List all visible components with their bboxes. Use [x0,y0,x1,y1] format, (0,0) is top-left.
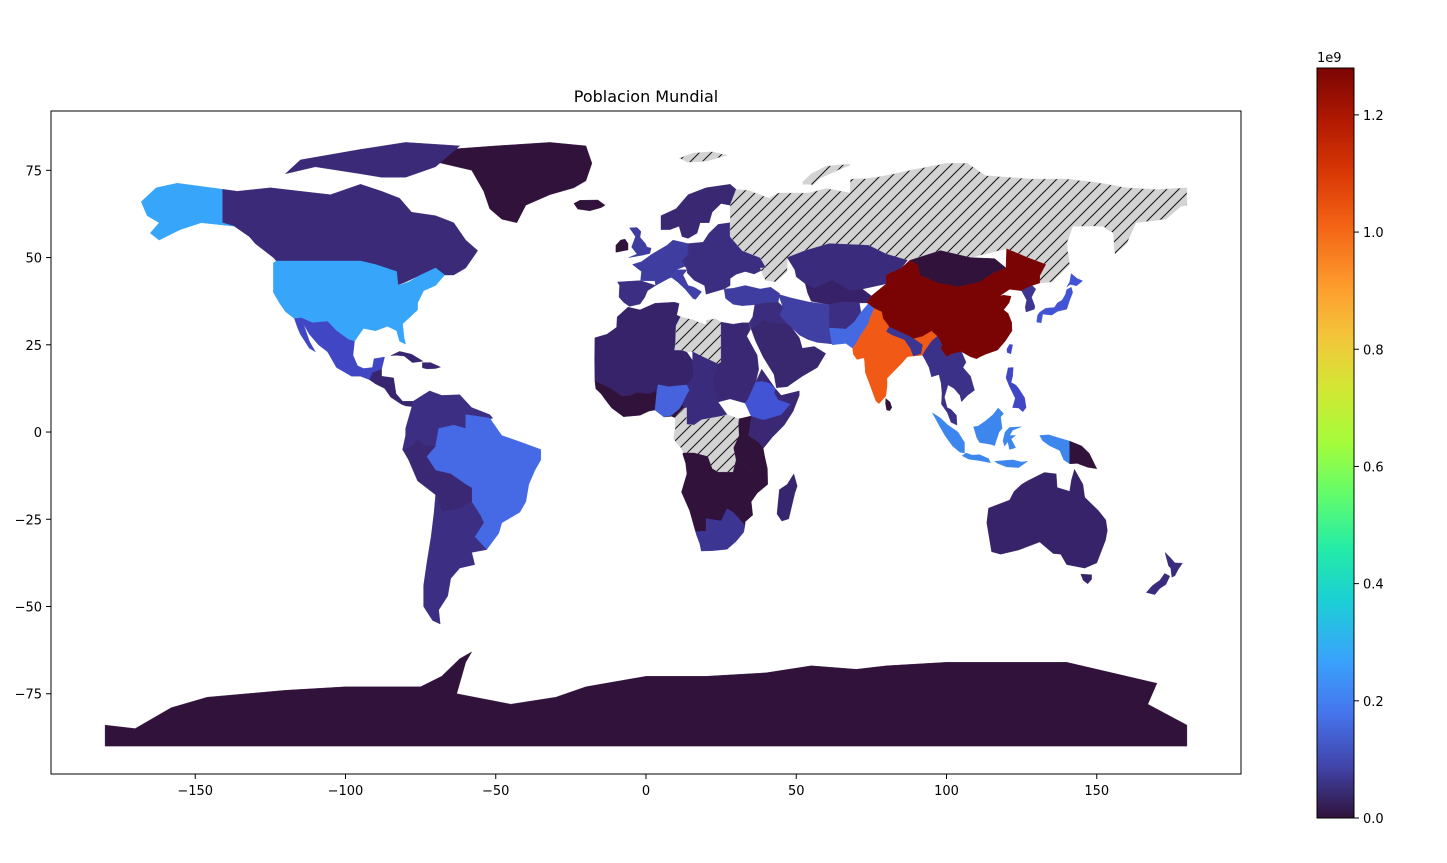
colorbar-tick-label: 1.2 [1363,109,1384,124]
region-new-zealand-north [1164,552,1183,578]
region-southern-cone [423,494,487,625]
colorbar-tick-label: 0.0 [1363,812,1384,827]
x-tick-label: −100 [328,784,364,799]
y-tick-label: −50 [15,601,42,616]
region-timor-islands [994,459,1028,468]
colorbar: 1e9 0.0 0.2 0.4 0.6 0.8 1.0 1.2 [1316,51,1384,827]
region-sri-lanka [885,398,892,411]
region-central-america [369,369,414,407]
y-tick-label: 75 [25,164,42,179]
region-iberia [617,280,656,307]
y-tick-label: 25 [25,339,42,354]
x-axis: −150 −100 −50 0 50 100 150 [177,774,1109,799]
region-papua-new-guinea [1069,440,1097,469]
region-ireland [615,238,629,253]
region-canada [222,184,478,286]
colorbar-tick-label: 0.8 [1363,343,1384,358]
region-scandinavia [660,184,737,239]
region-philippines [1005,367,1027,412]
region-iceland [573,199,606,211]
y-axis: 75 50 25 0 −25 −50 −75 [15,164,51,703]
region-antarctica [104,651,1188,747]
region-peru-bolivia [402,438,472,513]
region-java [961,452,991,463]
region-madagascar [776,473,798,522]
y-tick-label: 50 [25,252,42,267]
x-tick-label: 100 [934,784,959,799]
region-cuba [390,351,424,363]
region-novaya-zemlya [802,163,851,186]
colorbar-gradient [1316,67,1355,819]
x-tick-label: 50 [788,784,805,799]
region-west-papua [1039,434,1070,464]
region-svalbard [678,151,728,163]
x-tick-label: 150 [1084,784,1109,799]
region-myanmar-thailand [922,335,975,426]
colorbar-tick-label: 0.4 [1363,578,1384,593]
region-ethiopia [745,381,791,420]
colorbar-tick-label: 1.0 [1363,226,1384,241]
region-southern-africa [681,452,768,532]
region-new-zealand-south [1146,573,1170,595]
y-tick-label: −25 [15,513,42,528]
region-korea [1021,285,1036,313]
x-tick-label: −50 [482,784,509,799]
region-japan [1036,287,1073,323]
region-central-africa [682,351,728,426]
region-levant-iraq [748,302,788,330]
region-south-africa [695,508,746,552]
region-borneo [973,407,1004,446]
region-canada-arctic-islands [285,142,460,178]
region-greenland [426,142,593,223]
colorbar-tick-label: 0.2 [1363,695,1384,710]
x-tick-label: −150 [177,784,213,799]
y-tick-label: −75 [15,688,42,703]
region-tasmania [1080,573,1092,584]
region-alaska [141,183,235,241]
y-tick-label: 0 [34,426,42,441]
region-australia [986,469,1108,569]
region-hispaniola [422,362,441,370]
x-tick-label: 0 [642,784,650,799]
region-sumatra [932,412,965,454]
region-china [866,248,1046,359]
region-sulawesi [1002,426,1022,450]
map-layer [104,142,1188,747]
colorbar-tick-label: 0.6 [1363,460,1384,475]
colorbar-offset-label: 1e9 [1317,51,1342,66]
region-taiwan [1006,344,1013,355]
chart-title: Poblacion Mundial [574,87,718,106]
region-hokkaido [1066,273,1083,288]
region-uk-ireland [628,227,652,258]
colorbar-ticks: 0.0 0.2 0.4 0.6 0.8 1.0 1.2 [1354,109,1384,827]
